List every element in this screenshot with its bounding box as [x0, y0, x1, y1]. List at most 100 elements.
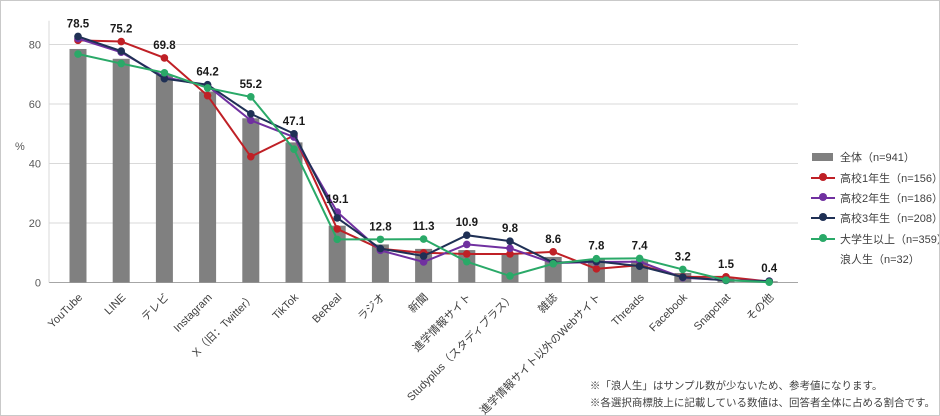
bar-value-label: 7.4	[632, 240, 649, 252]
data-point	[117, 59, 125, 68]
bar-4	[242, 118, 260, 283]
data-point	[549, 259, 557, 268]
data-point	[463, 250, 471, 258]
bar-value-label: 0.4	[761, 263, 778, 275]
data-point	[679, 273, 687, 281]
data-point	[290, 145, 298, 154]
x-category-label: Snapchat	[692, 292, 733, 333]
legend-item-series-2: 高校3年生（n=208）	[811, 208, 940, 228]
data-point	[765, 278, 773, 287]
data-point	[722, 276, 730, 284]
data-point	[117, 47, 125, 55]
bar-value-label: 3.2	[675, 251, 691, 263]
x-category-label: TikTok	[270, 291, 301, 322]
legend-item-series-2-label: 高校3年生（n=208）	[840, 213, 940, 226]
bar-3	[199, 91, 217, 283]
bar-2	[155, 74, 173, 283]
data-point	[333, 214, 342, 222]
data-point	[247, 110, 255, 118]
data-point	[549, 248, 557, 256]
chart-footnotes: ※「浪人生」はサンプル数が少ないため、参考値になります。 ※各選択商標肢上に記載し…	[590, 378, 935, 411]
data-point	[592, 265, 601, 273]
data-point	[376, 235, 385, 244]
bar-value-label: 64.2	[196, 67, 218, 79]
x-category-label: 新聞	[405, 290, 430, 315]
y-axis-title: %	[15, 141, 25, 153]
bar-value-label: 11.3	[413, 221, 435, 233]
data-point	[635, 254, 644, 263]
legend-item-series-1-label: 高校2年生（n=186）	[840, 192, 940, 205]
data-point	[160, 68, 169, 77]
data-point	[333, 225, 342, 233]
data-point	[419, 252, 428, 260]
footnote-1: ※「浪人生」はサンプル数が少ないため、参考値になります。	[589, 380, 883, 393]
data-point	[506, 237, 514, 245]
data-point	[419, 235, 428, 243]
y-tick-label: 40	[29, 159, 41, 171]
data-point	[290, 129, 298, 138]
data-point	[679, 265, 687, 274]
data-point	[419, 258, 428, 266]
y-tick-label: 20	[29, 218, 41, 230]
bar-1	[112, 58, 130, 283]
data-point	[160, 74, 169, 83]
x-category-label: 雑誌	[535, 290, 560, 315]
data-point	[247, 93, 255, 101]
bar-value-label: 55.2	[240, 79, 262, 91]
x-category-label: テレビ	[139, 291, 172, 324]
series-line	[77, 37, 770, 283]
data-point	[592, 254, 601, 263]
bar-value-label: 69.8	[153, 40, 176, 52]
data-point	[506, 244, 514, 253]
data-point	[203, 91, 212, 100]
bar-6	[328, 225, 346, 283]
bar-5	[285, 142, 303, 283]
legend-item-ronin: 浪人生（n=32）	[811, 249, 939, 269]
legend-item-series-1-swatch	[811, 192, 835, 203]
data-point	[247, 116, 255, 125]
legend-item-ronin-label: 浪人生（n=32）	[840, 254, 920, 267]
legend-item-series-0: 高校1年生（n=156）	[811, 167, 940, 187]
series-line	[77, 53, 770, 284]
legend-item-series-0-label: 高校1年生（n=156）	[840, 172, 940, 185]
x-category-label: Facebook	[647, 291, 690, 334]
legend-item-series-0-swatch	[811, 172, 835, 183]
footnote-2: ※各選択商標肢上に記載している数値は、回答者全体に占める割合です。	[589, 396, 935, 409]
data-point	[74, 32, 82, 41]
x-category-label: Threads	[610, 291, 647, 328]
legend-item-series-1: 高校2年生（n=186）	[811, 188, 940, 208]
bar-value-label: 8.6	[545, 234, 561, 246]
bar-value-label: 10.9	[456, 217, 478, 229]
bar-value-label: 7.8	[588, 241, 605, 253]
data-point	[506, 250, 514, 258]
data-point	[247, 152, 255, 161]
chart-legend: 全体（n=941） 高校1年生（n=156） 高校2年生（n=186） 高校3年生（n…	[811, 147, 940, 269]
bar-value-label: 19.1	[326, 194, 349, 206]
bar-value-label: 1.5	[718, 259, 735, 271]
data-point	[74, 50, 82, 58]
legend-item-series-3: 大学生以上（n=359）	[811, 229, 939, 249]
bar-7	[371, 244, 389, 283]
bar-value-label: 78.5	[67, 18, 90, 30]
legend-item-series-3-swatch	[811, 233, 835, 244]
x-category-label: LINE	[103, 292, 129, 318]
data-point	[333, 235, 342, 244]
bar-9	[458, 250, 476, 283]
y-tick-label: 80	[29, 40, 41, 52]
series-line	[77, 39, 770, 283]
bar-value-label: 12.8	[369, 221, 392, 233]
data-point	[117, 37, 125, 46]
x-category-label: YouTube	[46, 292, 85, 331]
legend-item-overall: 全体（n=941）	[811, 147, 939, 167]
data-point	[463, 257, 471, 266]
legend-item-ronin-swatch	[811, 254, 835, 264]
bar-value-label: 9.8	[502, 223, 519, 235]
legend-item-series-2-swatch	[811, 213, 835, 223]
bar-value-label: 75.2	[110, 24, 132, 36]
data-point	[160, 54, 169, 62]
y-tick-label: 60	[29, 99, 41, 111]
y-tick-label: 0	[35, 278, 41, 290]
data-point	[376, 244, 385, 253]
